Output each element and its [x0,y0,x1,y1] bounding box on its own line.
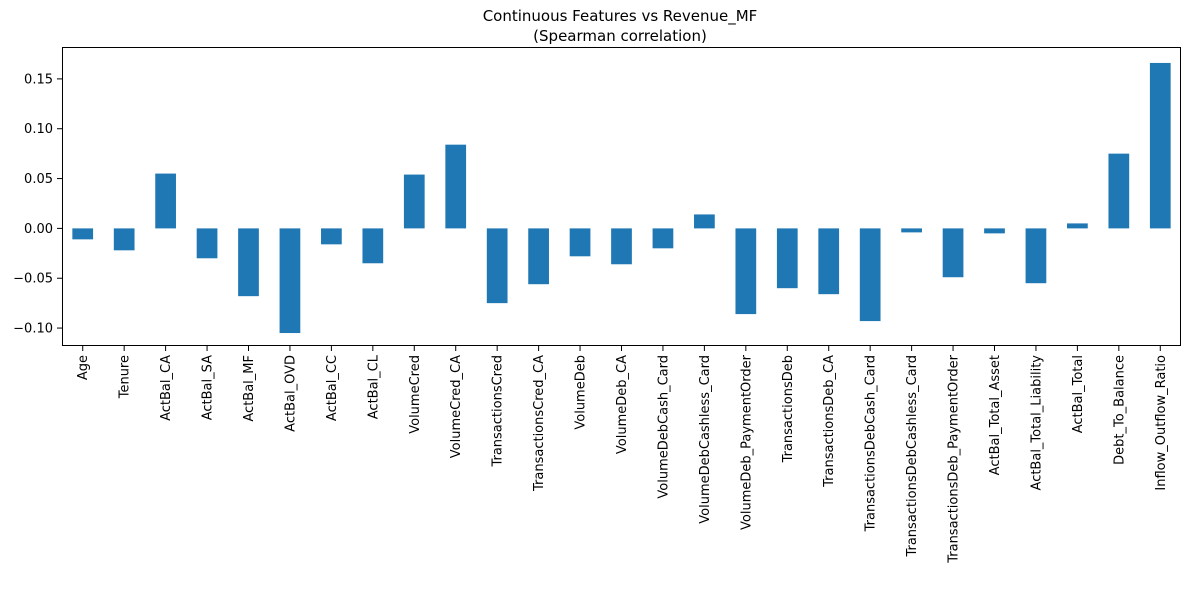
x-tick-label: ActBal_CL [366,354,381,419]
bar-transactionsdeb-ca [818,228,840,295]
bar-inflow-outflow-ratio [1149,62,1171,229]
x-tick-label: VolumeCred_CA [449,355,464,458]
bar-volumecred [403,174,425,229]
x-tick-label: ActBal_Total [1071,355,1086,433]
y-axis: −0.10 −0.05 0.00 0.05 0.10 0.15 [13,72,62,337]
bar-actbal-total-asset [984,228,1005,234]
bar-volumedebcashless-card [694,214,715,229]
y-tick-label: −0.05 [13,272,53,287]
bar-actbal-ca [155,173,176,229]
x-tick-label: ActBal_Total_Liability [1029,355,1044,491]
x-tick-label: TransactionsDebCashless_Card [905,355,920,558]
x-tick-label: TransactionsDeb [781,355,796,463]
x-tick-label: ActBal_CA [159,355,174,421]
bar-actbal-total-liability [1025,228,1047,284]
y-tick-label: 0.15 [24,72,53,87]
x-tick-label: Tenure [118,355,133,399]
x-tick-label: VolumeDeb_PaymentOrder [739,354,754,530]
x-tick-label: TransactionsDeb_CA [822,355,837,488]
y-tick-label: 0.00 [24,222,53,237]
bar-actbal-cl [362,228,384,264]
y-tick-label: 0.10 [24,122,53,137]
chart-title: Continuous Features vs Revenue_MF [483,7,758,26]
bar-transactionsdeb [776,228,798,289]
x-tick-label: Age [76,355,91,380]
x-tick-label: ActBal_MF [242,355,257,422]
bar-transactionsdeb-paymentorder [942,228,964,278]
bar-actbal-mf [238,228,259,297]
chart-subtitle: (Spearman correlation) [533,27,707,45]
x-tick-label: ActBal_CC [325,355,340,421]
bar-volumedeb-ca [611,228,632,265]
x-tick-label: VolumeDeb_CA [615,355,630,454]
bar-volumecred-ca [445,144,467,229]
x-tick-label: VolumeCred [408,355,423,434]
bar-actbal-sa [196,228,218,259]
x-tick-label: VolumeDebCash_Card [656,355,671,499]
plot-frame [62,47,1181,346]
y-tick-label: 0.05 [24,172,53,187]
bar-debt-to-balance [1108,153,1130,229]
x-tick-label: TransactionsCred [491,355,506,468]
bar-actbal-cc [321,228,342,245]
bars-layer [72,62,1171,334]
x-tick-label: VolumeDebCashless_Card [698,355,713,524]
x-tick-label: ActBal_SA [201,355,216,420]
bar-volumedeb-paymentorder [735,228,757,315]
x-tick-label: TransactionsDebCash_Card [864,355,879,532]
bar-transactionscred-ca [528,228,549,285]
bar-transactionscred [486,228,508,304]
y-tick-label: −0.10 [13,322,53,337]
bar-age [72,228,94,240]
x-tick-label: Debt_To_Balance [1112,355,1127,465]
x-tick-label: ActBal_Total_Asset [988,355,1003,475]
x-tick-label: ActBal_OVD [283,355,298,432]
bar-actbal-ovd [279,228,301,334]
bar-volumedeb [569,228,591,257]
bar-transactionsdebcash-card [859,228,881,322]
x-tick-label: TransactionsDeb_PaymentOrder [947,354,962,563]
bar-transactionsdebcashless-card [901,228,922,233]
x-tick-label: TransactionsCred_CA [532,355,547,492]
x-tick-label: Inflow_Outflow_Ratio [1154,355,1169,491]
x-axis: Age Tenure ActBal_CA ActBal_SA ActBal_MF ActB… [76,346,1169,564]
bar-tenure [113,228,135,251]
bar-actbal-total [1067,223,1088,229]
bar-volumedebcash-card [652,228,674,249]
x-tick-label: VolumeDeb [574,355,589,430]
